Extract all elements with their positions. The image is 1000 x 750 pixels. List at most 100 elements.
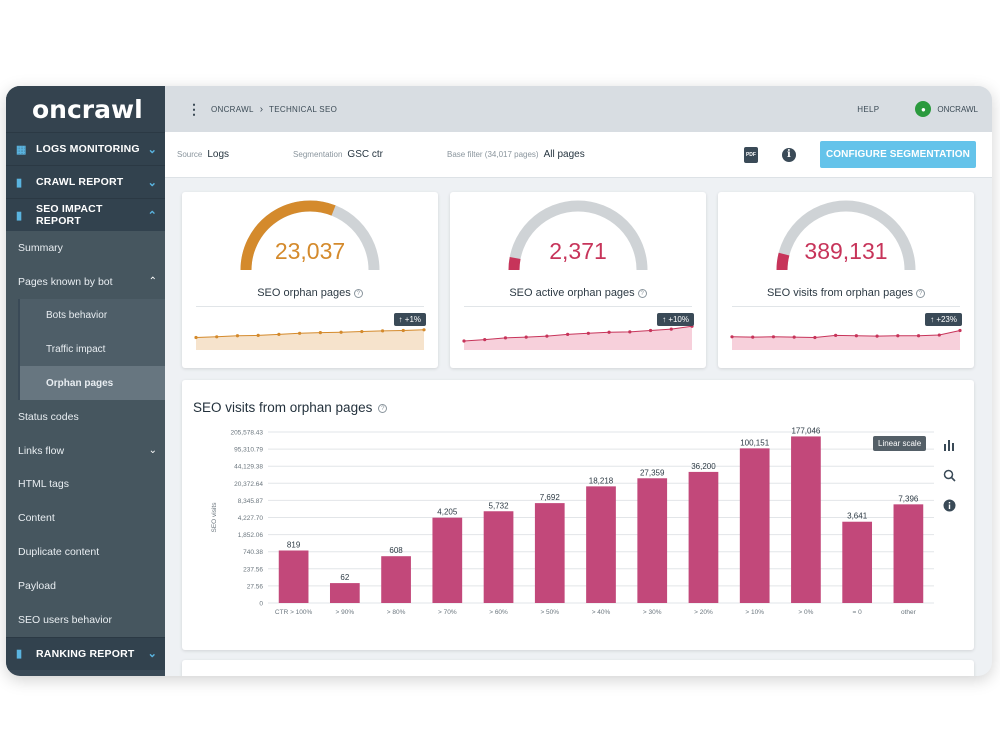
bar-data-label: 18,218 <box>589 476 614 485</box>
nav-section-crawl-report[interactable]: ▮ CRAWL REPORT ⌄ <box>6 165 165 198</box>
bar-data-label: 7,396 <box>898 494 919 503</box>
bar-data-label: 7,692 <box>540 493 561 502</box>
next-card <box>182 660 974 676</box>
help-icon[interactable]: ? <box>353 288 363 298</box>
trend-badge: ↑ +23% <box>925 313 962 326</box>
linear-scale-button[interactable]: Linear scale <box>873 436 927 451</box>
breadcrumb-item[interactable]: TECHNICAL SEO <box>269 104 338 114</box>
nav-section-ranking-report[interactable]: ▮ RANKING REPORT ⌄ <box>6 636 165 670</box>
bar-chart: 0 27.56 237.56 740.38 1,852.06 4,227.70 8,345.… <box>211 426 934 616</box>
bar-data-label: 4,205 <box>437 508 458 517</box>
sidebar-item-label: SEO users behavior <box>18 613 112 626</box>
help-icon[interactable]: ? <box>637 288 647 298</box>
sidebar-item-html-tags[interactable]: HTML tags <box>6 467 165 502</box>
sidebar-subitem-bots-behavior[interactable]: Bots behavior <box>18 298 165 333</box>
more-vertical-icon[interactable]: ⋮ <box>187 100 201 117</box>
sparkline-point <box>318 331 322 335</box>
sidebar-item-payload[interactable]: Payload <box>6 568 165 603</box>
x-tick-label: > 80% <box>387 609 406 616</box>
zoom-icon[interactable] <box>942 468 956 482</box>
help-link[interactable]: HELP <box>857 104 880 114</box>
sidebar-item-links-flow[interactable]: Links flow ⌄ <box>6 433 165 468</box>
nav-section-seo-impact-report[interactable]: ▮ SEO IMPACT REPORT ⌃ <box>6 198 165 231</box>
sidebar-item-summary[interactable]: Summary <box>6 231 165 265</box>
filter-bar: Source Logs Segmentation GSC ctr Base fi… <box>165 132 992 178</box>
bar <box>586 486 616 603</box>
kpi-label: SEO active orphan pages? <box>450 287 706 299</box>
nav-section-label: RANKING REPORT <box>36 647 135 660</box>
sparkline-area <box>732 330 960 350</box>
kpi-value: 2,371 <box>549 238 607 264</box>
bar-data-label: 5,732 <box>489 501 510 510</box>
source-filter[interactable]: Source Logs <box>177 149 229 160</box>
sidebar-item-pages-known-by-bot[interactable]: Pages known by bot ⌃ <box>6 264 165 299</box>
sidebar-subitem-traffic-impact[interactable]: Traffic impact <box>18 332 165 367</box>
sparkline-point <box>339 330 343 334</box>
sparkline-point <box>875 334 879 338</box>
filter-key: Base filter (34,017 pages) <box>446 150 539 159</box>
kpi-card-seo-visits-from-orphan-pages: 389,131 SEO visits from orphan pages? ↑ … <box>718 192 974 368</box>
sparkline-point <box>648 328 653 333</box>
trend-badge: ↑ +10% <box>657 313 694 326</box>
sparkline-point <box>566 332 570 336</box>
help-icon[interactable]: ? <box>916 288 926 298</box>
gauge-fill <box>240 200 336 271</box>
sparkline-point <box>771 335 776 339</box>
sidebar-item-duplicate-content[interactable]: Duplicate content <box>6 535 165 569</box>
sparkline-point <box>730 335 734 339</box>
oncrawl-logo[interactable]: oncrawl <box>6 86 165 132</box>
account-name[interactable]: ONCRAWL <box>937 104 978 114</box>
gauge-fill <box>508 256 521 271</box>
bar-chart-icon[interactable] <box>942 438 956 452</box>
chart-title-text: SEO visits from orphan pages <box>193 400 373 415</box>
x-tick-label: > 40% <box>592 609 611 616</box>
bar-chart-icon: ▮ <box>16 648 23 661</box>
kpi-label: SEO orphan pages? <box>182 287 438 299</box>
info-icon[interactable] <box>942 498 956 512</box>
bar-data-label: 819 <box>287 540 301 549</box>
pdf-export-icon[interactable]: PDF <box>743 146 758 163</box>
sparkline-point <box>194 335 198 340</box>
bar <box>637 478 668 603</box>
x-tick-label: other <box>901 609 917 616</box>
breadcrumb-item[interactable]: ONCRAWL <box>211 104 254 114</box>
sidebar-subitem-orphan-pages[interactable]: Orphan pages <box>18 366 165 400</box>
y-axis-label: SEO visits <box>211 502 218 533</box>
sidebar-item-seo-users-behavior[interactable]: SEO users behavior <box>6 602 165 637</box>
trend-value: +10% <box>668 315 689 324</box>
sidebar-item-content[interactable]: Content <box>6 501 165 536</box>
chevron-down-icon: ⌄ <box>147 143 157 156</box>
configure-segmentation-button[interactable]: CONFIGURE SEGMENTATION <box>819 141 976 168</box>
sparkline-point <box>380 329 385 333</box>
sparkline-point <box>751 335 755 339</box>
x-tick-label: > 90% <box>336 609 355 616</box>
base-filter[interactable]: Base filter (34,017 pages) All pages <box>447 149 585 160</box>
sidebar-subitem-label: Orphan pages <box>46 377 114 389</box>
kpi-label-text: SEO visits from orphan pages <box>766 287 914 299</box>
chevron-down-icon: ⌄ <box>148 445 157 457</box>
info-icon[interactable]: i <box>781 147 796 162</box>
nav-section-logs-monitoring[interactable]: ▦ LOGS MONITORING ⌄ <box>6 132 165 165</box>
sparkline-point <box>628 330 632 334</box>
sparkline-point <box>422 328 426 332</box>
y-tick-label: 0 <box>259 601 263 608</box>
sparkline-point <box>298 331 302 335</box>
sidebar-item-label: Pages known by bot <box>18 275 113 288</box>
filter-key: Segmentation <box>293 150 343 159</box>
sparkline-point <box>854 334 858 338</box>
chevron-right-icon: › <box>259 103 264 115</box>
segmentation-filter[interactable]: Segmentation GSC ctr <box>293 149 383 160</box>
sparkline-point <box>834 333 838 337</box>
calendar-icon: ▦ <box>16 143 27 156</box>
sidebar-item-status-codes[interactable]: Status codes <box>6 399 165 434</box>
x-tick-label: > 50% <box>540 609 559 616</box>
seo-visits-chart-card: SEO visits from orphan pages? 0 27.56 237.… <box>182 380 974 650</box>
help-icon[interactable]: ? <box>378 403 388 413</box>
x-tick-label: > 20% <box>694 609 713 616</box>
sparkline-point <box>792 335 796 339</box>
sparkline-point <box>462 339 466 343</box>
avatar[interactable]: ● <box>915 101 932 117</box>
sparkline-point <box>524 335 528 339</box>
y-tick-label: 4,227.70 <box>238 515 264 522</box>
bar-chart-icon: ▮ <box>16 176 23 189</box>
